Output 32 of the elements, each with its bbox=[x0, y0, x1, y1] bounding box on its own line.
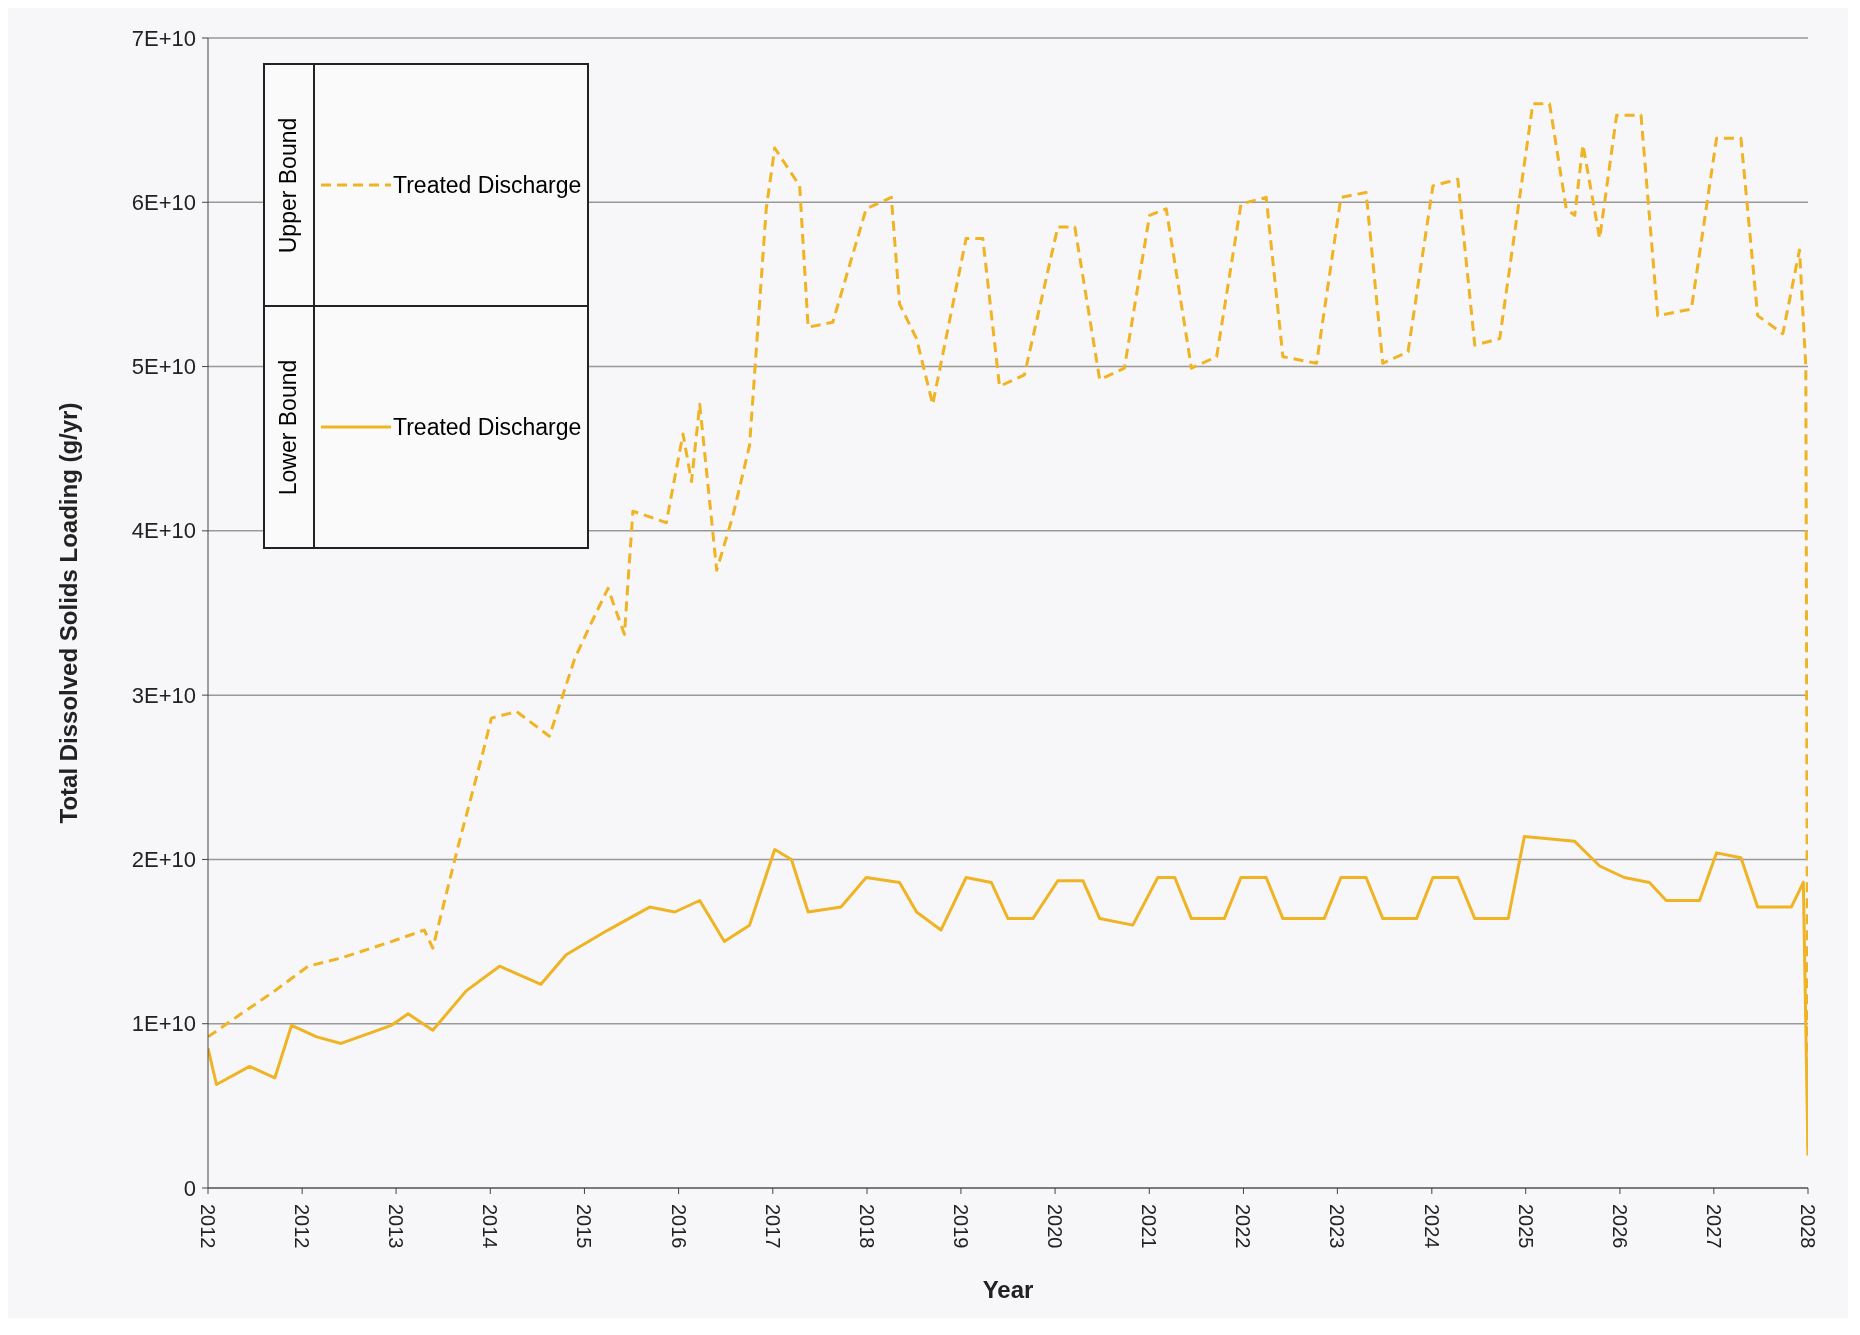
y-axis-title: Total Dissolved Solids Loading (g/yr) bbox=[54, 402, 82, 824]
x-tick-label: 2024 bbox=[1420, 1204, 1443, 1249]
y-tick-label: 4E+10 bbox=[131, 518, 196, 544]
annotation: Upper Bound bbox=[275, 117, 303, 253]
x-tick-label: 2027 bbox=[1702, 1204, 1725, 1249]
x-tick-label: 2014 bbox=[479, 1204, 502, 1249]
y-tick-label: 5E+10 bbox=[131, 354, 196, 380]
x-axis-title: Year bbox=[982, 1276, 1034, 1303]
legend-label: Treated Discharge bbox=[393, 171, 582, 199]
annotation: Lower Bound bbox=[275, 359, 303, 495]
x-tick-label: 2025 bbox=[1514, 1204, 1537, 1249]
x-tick-label: 2022 bbox=[1232, 1204, 1255, 1249]
x-tick-label: 2018 bbox=[856, 1204, 878, 1249]
y-tick-label: 2E+10 bbox=[131, 846, 196, 872]
y-tick-label: 7E+10 bbox=[131, 25, 196, 51]
x-tick-label: 2019 bbox=[949, 1204, 972, 1249]
x-tick-label: 2020 bbox=[1044, 1204, 1067, 1249]
x-tick-label: 2012 bbox=[291, 1204, 314, 1249]
x-tick-label: 2028 bbox=[1797, 1204, 1819, 1249]
y-tick-label: 6E+10 bbox=[131, 189, 196, 215]
x-tick-label: 2026 bbox=[1608, 1204, 1631, 1249]
x-tick-label: 2012 bbox=[197, 1204, 219, 1249]
legend-label: Treated Discharge bbox=[393, 413, 582, 441]
x-tick-label: 2023 bbox=[1326, 1204, 1349, 1249]
y-tick-label: 1E+10 bbox=[131, 1011, 196, 1037]
x-tick-label: 2015 bbox=[573, 1204, 596, 1249]
y-tick-label: 3E+10 bbox=[131, 682, 196, 708]
x-tick-label: 2016 bbox=[667, 1204, 690, 1249]
y-tick-label: 0 bbox=[183, 1175, 196, 1201]
x-tick-label: 2013 bbox=[385, 1204, 408, 1249]
x-tick-label: 2017 bbox=[761, 1204, 784, 1249]
x-tick-label: 2021 bbox=[1138, 1204, 1161, 1249]
